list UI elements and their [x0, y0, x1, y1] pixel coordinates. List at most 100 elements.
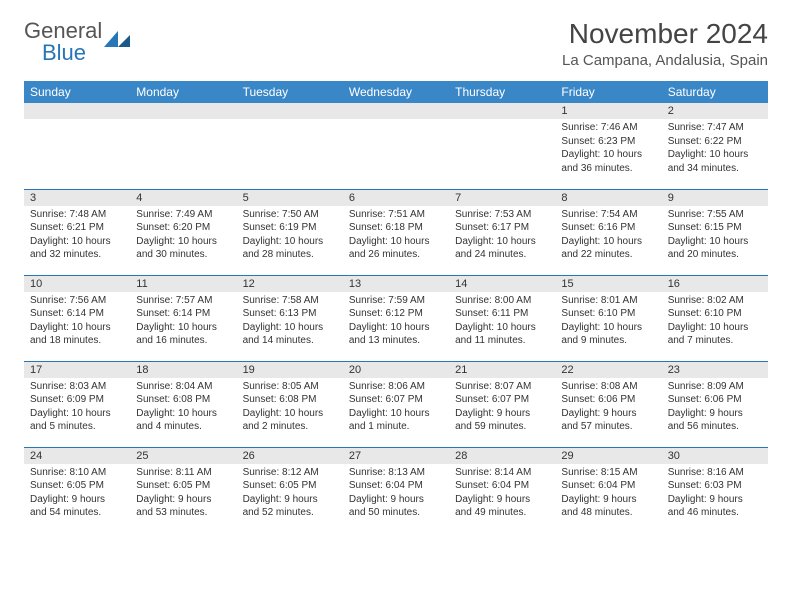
calendar-day-cell: 23Sunrise: 8:09 AMSunset: 6:06 PMDayligh…: [662, 361, 768, 447]
day-number: 29: [555, 448, 661, 464]
sunrise-text: Sunrise: 8:09 AM: [668, 380, 762, 394]
day-number-bar: [449, 103, 555, 119]
calendar-day-cell: 16Sunrise: 8:02 AMSunset: 6:10 PMDayligh…: [662, 275, 768, 361]
sunrise-text: Sunrise: 8:13 AM: [349, 466, 443, 480]
day-number: 26: [237, 448, 343, 464]
daylight-text: Daylight: 10 hours and 22 minutes.: [561, 235, 655, 262]
daylight-text: Daylight: 10 hours and 16 minutes.: [136, 321, 230, 348]
day-content: Sunrise: 7:56 AMSunset: 6:14 PMDaylight:…: [24, 292, 130, 350]
day-content: Sunrise: 8:15 AMSunset: 6:04 PMDaylight:…: [555, 464, 661, 522]
calendar-day-cell: 5Sunrise: 7:50 AMSunset: 6:19 PMDaylight…: [237, 189, 343, 275]
calendar-week-row: 10Sunrise: 7:56 AMSunset: 6:14 PMDayligh…: [24, 275, 768, 361]
calendar-week-row: 17Sunrise: 8:03 AMSunset: 6:09 PMDayligh…: [24, 361, 768, 447]
calendar-week-row: 24Sunrise: 8:10 AMSunset: 6:05 PMDayligh…: [24, 447, 768, 533]
sunrise-text: Sunrise: 8:12 AM: [243, 466, 337, 480]
sunrise-text: Sunrise: 8:14 AM: [455, 466, 549, 480]
calendar-day-cell: 11Sunrise: 7:57 AMSunset: 6:14 PMDayligh…: [130, 275, 236, 361]
calendar-day-cell: 29Sunrise: 8:15 AMSunset: 6:04 PMDayligh…: [555, 447, 661, 533]
day-number: 28: [449, 448, 555, 464]
day-content: Sunrise: 8:16 AMSunset: 6:03 PMDaylight:…: [662, 464, 768, 522]
day-header: Friday: [555, 81, 661, 103]
sunset-text: Sunset: 6:06 PM: [668, 393, 762, 407]
sunset-text: Sunset: 6:15 PM: [668, 221, 762, 235]
sunset-text: Sunset: 6:19 PM: [243, 221, 337, 235]
sunset-text: Sunset: 6:14 PM: [30, 307, 124, 321]
calendar-day-cell: [24, 103, 130, 189]
day-number: 27: [343, 448, 449, 464]
daylight-text: Daylight: 9 hours and 53 minutes.: [136, 493, 230, 520]
daylight-text: Daylight: 10 hours and 36 minutes.: [561, 148, 655, 175]
calendar-day-cell: 8Sunrise: 7:54 AMSunset: 6:16 PMDaylight…: [555, 189, 661, 275]
day-content: Sunrise: 7:57 AMSunset: 6:14 PMDaylight:…: [130, 292, 236, 350]
sunset-text: Sunset: 6:16 PM: [561, 221, 655, 235]
daylight-text: Daylight: 10 hours and 32 minutes.: [30, 235, 124, 262]
sunset-text: Sunset: 6:08 PM: [136, 393, 230, 407]
sunrise-text: Sunrise: 7:53 AM: [455, 208, 549, 222]
day-number: 16: [662, 276, 768, 292]
day-content: Sunrise: 7:48 AMSunset: 6:21 PMDaylight:…: [24, 206, 130, 264]
calendar-day-cell: [343, 103, 449, 189]
day-number: 21: [449, 362, 555, 378]
calendar-day-cell: 15Sunrise: 8:01 AMSunset: 6:10 PMDayligh…: [555, 275, 661, 361]
day-content: Sunrise: 8:03 AMSunset: 6:09 PMDaylight:…: [24, 378, 130, 436]
daylight-text: Daylight: 9 hours and 57 minutes.: [561, 407, 655, 434]
calendar-week-row: 1Sunrise: 7:46 AMSunset: 6:23 PMDaylight…: [24, 103, 768, 189]
sunset-text: Sunset: 6:03 PM: [668, 479, 762, 493]
day-number: 14: [449, 276, 555, 292]
calendar-day-cell: 22Sunrise: 8:08 AMSunset: 6:06 PMDayligh…: [555, 361, 661, 447]
calendar-day-cell: [237, 103, 343, 189]
day-content: Sunrise: 7:54 AMSunset: 6:16 PMDaylight:…: [555, 206, 661, 264]
sunset-text: Sunset: 6:18 PM: [349, 221, 443, 235]
sunset-text: Sunset: 6:08 PM: [243, 393, 337, 407]
day-content: Sunrise: 7:53 AMSunset: 6:17 PMDaylight:…: [449, 206, 555, 264]
sunset-text: Sunset: 6:10 PM: [561, 307, 655, 321]
sunrise-text: Sunrise: 7:56 AM: [30, 294, 124, 308]
sunset-text: Sunset: 6:17 PM: [455, 221, 549, 235]
day-number: 19: [237, 362, 343, 378]
day-number: 7: [449, 190, 555, 206]
calendar-table: Sunday Monday Tuesday Wednesday Thursday…: [24, 81, 768, 533]
calendar-day-cell: 6Sunrise: 7:51 AMSunset: 6:18 PMDaylight…: [343, 189, 449, 275]
sunset-text: Sunset: 6:04 PM: [455, 479, 549, 493]
day-number: 18: [130, 362, 236, 378]
daylight-text: Daylight: 10 hours and 28 minutes.: [243, 235, 337, 262]
day-content: Sunrise: 7:47 AMSunset: 6:22 PMDaylight:…: [662, 119, 768, 177]
sunrise-text: Sunrise: 8:11 AM: [136, 466, 230, 480]
calendar-location: La Campana, Andalusia, Spain: [562, 52, 768, 69]
calendar-day-cell: 2Sunrise: 7:47 AMSunset: 6:22 PMDaylight…: [662, 103, 768, 189]
sunrise-text: Sunrise: 7:59 AM: [349, 294, 443, 308]
calendar-day-cell: 18Sunrise: 8:04 AMSunset: 6:08 PMDayligh…: [130, 361, 236, 447]
day-content: Sunrise: 8:13 AMSunset: 6:04 PMDaylight:…: [343, 464, 449, 522]
day-content: Sunrise: 7:55 AMSunset: 6:15 PMDaylight:…: [662, 206, 768, 264]
day-number-bar: [24, 103, 130, 119]
day-number: 23: [662, 362, 768, 378]
sunset-text: Sunset: 6:23 PM: [561, 135, 655, 149]
sunset-text: Sunset: 6:10 PM: [668, 307, 762, 321]
day-number-bar: [237, 103, 343, 119]
daylight-text: Daylight: 9 hours and 59 minutes.: [455, 407, 549, 434]
day-header: Tuesday: [237, 81, 343, 103]
sunset-text: Sunset: 6:22 PM: [668, 135, 762, 149]
sunrise-text: Sunrise: 7:57 AM: [136, 294, 230, 308]
daylight-text: Daylight: 10 hours and 30 minutes.: [136, 235, 230, 262]
daylight-text: Daylight: 9 hours and 46 minutes.: [668, 493, 762, 520]
sunset-text: Sunset: 6:14 PM: [136, 307, 230, 321]
calendar-day-cell: [130, 103, 236, 189]
daylight-text: Daylight: 10 hours and 9 minutes.: [561, 321, 655, 348]
sunrise-text: Sunrise: 7:54 AM: [561, 208, 655, 222]
calendar-day-cell: 26Sunrise: 8:12 AMSunset: 6:05 PMDayligh…: [237, 447, 343, 533]
calendar-day-cell: 28Sunrise: 8:14 AMSunset: 6:04 PMDayligh…: [449, 447, 555, 533]
day-content: Sunrise: 8:09 AMSunset: 6:06 PMDaylight:…: [662, 378, 768, 436]
sunset-text: Sunset: 6:04 PM: [349, 479, 443, 493]
day-content: Sunrise: 7:46 AMSunset: 6:23 PMDaylight:…: [555, 119, 661, 177]
calendar-title: November 2024: [562, 18, 768, 50]
sunset-text: Sunset: 6:05 PM: [30, 479, 124, 493]
calendar-day-cell: 25Sunrise: 8:11 AMSunset: 6:05 PMDayligh…: [130, 447, 236, 533]
day-number: 13: [343, 276, 449, 292]
day-content: Sunrise: 7:49 AMSunset: 6:20 PMDaylight:…: [130, 206, 236, 264]
day-header: Wednesday: [343, 81, 449, 103]
day-number-bar: [130, 103, 236, 119]
daylight-text: Daylight: 10 hours and 13 minutes.: [349, 321, 443, 348]
day-number: 3: [24, 190, 130, 206]
sunrise-text: Sunrise: 8:08 AM: [561, 380, 655, 394]
